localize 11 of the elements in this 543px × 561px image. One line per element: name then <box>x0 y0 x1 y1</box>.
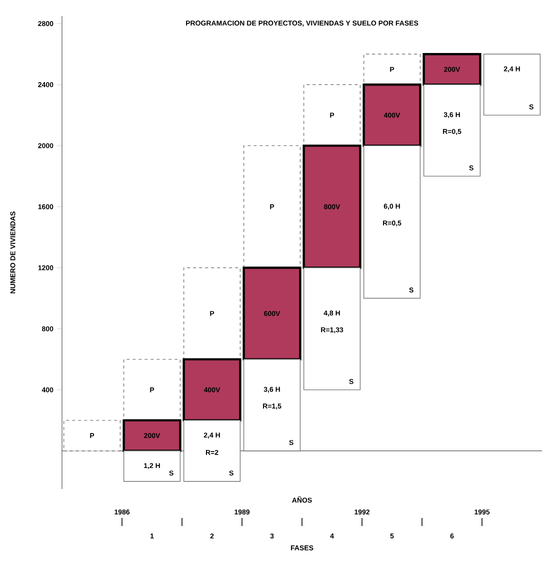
bar <box>123 450 181 482</box>
bar <box>63 420 121 452</box>
bar <box>243 358 301 452</box>
bar <box>303 267 361 390</box>
bar <box>423 84 481 177</box>
bar <box>303 84 361 146</box>
bar <box>183 420 241 482</box>
bar <box>363 145 421 299</box>
bar <box>243 145 301 268</box>
bar <box>483 54 541 116</box>
bar <box>183 267 241 360</box>
